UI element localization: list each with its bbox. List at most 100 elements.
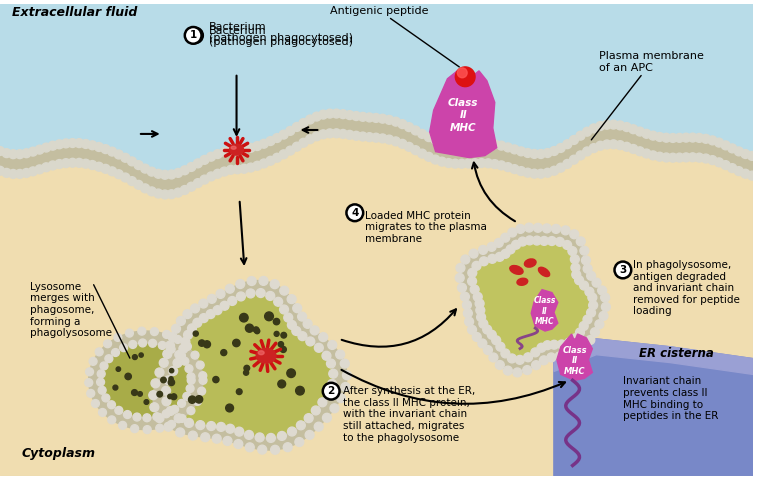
- Circle shape: [253, 142, 262, 150]
- Circle shape: [518, 237, 527, 246]
- Circle shape: [99, 409, 106, 416]
- Circle shape: [228, 297, 237, 306]
- Circle shape: [162, 397, 171, 406]
- Circle shape: [470, 285, 479, 294]
- Circle shape: [563, 160, 571, 168]
- Circle shape: [478, 339, 487, 348]
- Circle shape: [124, 411, 131, 419]
- Circle shape: [516, 355, 524, 365]
- Circle shape: [330, 404, 339, 413]
- Circle shape: [266, 137, 275, 146]
- Circle shape: [580, 246, 589, 255]
- Circle shape: [484, 346, 492, 354]
- Circle shape: [260, 139, 268, 148]
- Circle shape: [714, 158, 724, 167]
- Circle shape: [154, 189, 163, 198]
- Circle shape: [748, 151, 756, 160]
- Circle shape: [62, 139, 70, 148]
- Circle shape: [319, 130, 328, 139]
- Circle shape: [465, 317, 474, 326]
- Circle shape: [728, 144, 736, 153]
- Circle shape: [179, 344, 188, 353]
- Polygon shape: [554, 339, 753, 375]
- Circle shape: [256, 289, 265, 297]
- Circle shape: [108, 416, 115, 424]
- Circle shape: [315, 343, 323, 352]
- Circle shape: [662, 133, 671, 142]
- Circle shape: [234, 440, 243, 448]
- Circle shape: [134, 160, 143, 170]
- Circle shape: [492, 336, 500, 345]
- Circle shape: [181, 337, 189, 346]
- Circle shape: [688, 153, 697, 162]
- Polygon shape: [429, 71, 497, 158]
- Circle shape: [583, 315, 592, 324]
- Circle shape: [28, 147, 37, 156]
- Circle shape: [325, 129, 335, 138]
- Circle shape: [525, 223, 533, 232]
- Circle shape: [458, 283, 466, 292]
- Circle shape: [286, 126, 295, 135]
- Circle shape: [108, 401, 115, 409]
- Circle shape: [108, 167, 117, 176]
- Circle shape: [303, 319, 312, 328]
- Circle shape: [157, 391, 163, 397]
- Circle shape: [183, 392, 191, 400]
- Circle shape: [168, 394, 172, 399]
- Circle shape: [543, 168, 552, 177]
- Circle shape: [487, 331, 497, 339]
- Circle shape: [642, 129, 651, 138]
- Circle shape: [537, 343, 546, 352]
- Circle shape: [563, 240, 571, 250]
- Circle shape: [296, 387, 304, 395]
- Circle shape: [151, 328, 158, 336]
- Circle shape: [196, 396, 202, 403]
- Circle shape: [233, 165, 242, 174]
- Circle shape: [170, 405, 179, 413]
- Circle shape: [201, 433, 209, 442]
- Circle shape: [170, 368, 173, 373]
- Circle shape: [281, 332, 286, 338]
- Circle shape: [189, 396, 196, 403]
- Circle shape: [266, 156, 275, 165]
- Circle shape: [649, 151, 658, 160]
- Circle shape: [104, 340, 112, 348]
- Circle shape: [490, 140, 499, 149]
- Circle shape: [48, 141, 57, 150]
- Circle shape: [508, 228, 516, 237]
- Circle shape: [642, 149, 651, 158]
- Circle shape: [0, 147, 5, 156]
- Circle shape: [533, 236, 542, 245]
- Circle shape: [565, 338, 574, 347]
- Circle shape: [681, 133, 691, 142]
- Circle shape: [569, 155, 578, 164]
- Circle shape: [173, 169, 183, 177]
- Circle shape: [583, 147, 591, 156]
- Circle shape: [187, 407, 195, 415]
- Circle shape: [501, 349, 510, 358]
- Circle shape: [260, 159, 268, 168]
- Polygon shape: [531, 290, 558, 331]
- Circle shape: [180, 166, 189, 175]
- Circle shape: [595, 320, 604, 329]
- Circle shape: [172, 324, 180, 333]
- Circle shape: [319, 333, 328, 342]
- Circle shape: [336, 394, 345, 402]
- Circle shape: [220, 148, 228, 156]
- Polygon shape: [166, 293, 333, 438]
- Circle shape: [255, 433, 264, 442]
- Circle shape: [503, 143, 513, 152]
- Circle shape: [15, 170, 24, 178]
- Circle shape: [549, 147, 558, 155]
- Circle shape: [112, 349, 119, 356]
- Circle shape: [279, 150, 288, 159]
- Circle shape: [530, 149, 539, 159]
- Circle shape: [484, 139, 493, 148]
- Circle shape: [656, 152, 664, 161]
- Circle shape: [115, 170, 123, 179]
- Circle shape: [174, 335, 182, 343]
- Circle shape: [144, 399, 149, 404]
- Circle shape: [603, 140, 611, 149]
- Circle shape: [592, 278, 601, 287]
- Circle shape: [125, 373, 131, 380]
